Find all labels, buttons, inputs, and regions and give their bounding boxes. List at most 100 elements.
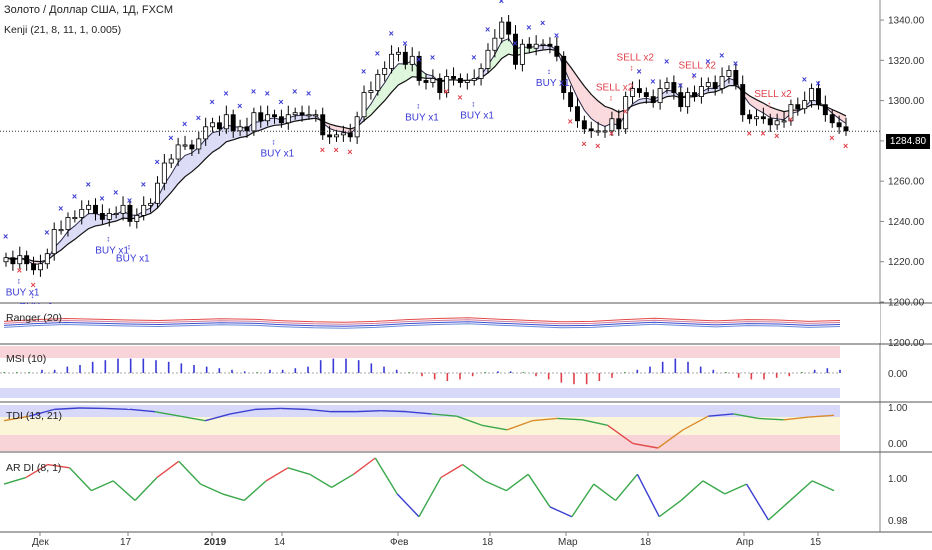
ardi-segment (593, 483, 616, 501)
candle (540, 43, 546, 46)
candle (327, 134, 333, 138)
msi-bar (801, 372, 803, 373)
candle (437, 78, 443, 93)
tdi-segment (104, 407, 130, 411)
time-tick-label: 17 (120, 537, 132, 548)
trend-x-marker: × (278, 97, 283, 107)
ardi-segment (615, 473, 638, 501)
trend-x-marker: × (320, 145, 325, 155)
candle (843, 126, 849, 132)
msi-bar (547, 373, 550, 380)
candle (210, 122, 216, 128)
trend-x-marker: × (31, 280, 36, 290)
candle (575, 106, 580, 122)
candle (836, 122, 842, 128)
kenji-cloud-segment (598, 100, 606, 127)
candle (58, 229, 64, 232)
ardi-segment (69, 467, 92, 492)
kenji-cloud-segment (88, 213, 96, 229)
ardi-segment (724, 483, 747, 495)
trend-x-marker: × (457, 92, 462, 102)
candle (554, 45, 560, 57)
price-tick-label: 1220.00 (888, 257, 925, 268)
candle (568, 92, 574, 108)
trend-x-marker: × (430, 52, 435, 62)
trend-x-marker: × (389, 28, 394, 38)
candle (526, 43, 532, 49)
trend-x-marker: × (196, 113, 201, 123)
tdi-segment (230, 408, 256, 415)
candle (561, 55, 567, 93)
time-tick-label: 18 (640, 537, 652, 548)
candle (320, 114, 326, 136)
candle (120, 204, 126, 214)
sell-signal-arrow: ↕ (609, 94, 613, 103)
msi-bar (104, 360, 107, 373)
ardi-segment (789, 480, 813, 501)
candle (389, 53, 395, 69)
tdi-mid-zone (0, 417, 840, 435)
candle (485, 49, 491, 69)
time-tick-label: Дек (32, 537, 49, 548)
tdi-tick-label: 0.00 (888, 439, 908, 450)
trend-x-marker: × (664, 56, 669, 66)
buy-signal-arrow: ↕ (127, 242, 131, 251)
tdi-segment (783, 416, 809, 421)
msi-bar (370, 363, 373, 373)
kenji-cloud-segment (501, 38, 509, 59)
tdi-segment (179, 415, 206, 422)
msi-bar (636, 369, 639, 373)
msi-bar (28, 372, 31, 373)
msi-bar (560, 373, 563, 383)
candle (788, 104, 794, 122)
msi-bar (205, 366, 208, 373)
trend-x-marker: × (416, 54, 421, 64)
kenji-cloud-segment (384, 71, 392, 101)
msi-bar (15, 372, 18, 373)
ardi-segment (658, 499, 682, 518)
candle (781, 120, 787, 123)
ardi-segment (156, 460, 180, 479)
candle (182, 144, 188, 147)
candle (306, 114, 312, 117)
kenji-cloud-segment (584, 86, 592, 119)
tdi-segment (481, 424, 508, 431)
sell-signal-label: SELL x2 (679, 61, 717, 72)
tdi-segment (733, 413, 759, 420)
candle (313, 114, 319, 117)
msi-bar (408, 372, 411, 373)
candle (79, 208, 85, 218)
candle (361, 92, 367, 118)
candle (31, 263, 37, 271)
candle (692, 92, 697, 97)
buy-signal-label: BUY x1 (116, 253, 150, 264)
time-tick-label: 18 (482, 537, 494, 548)
kenji-cloud-segment (178, 155, 186, 184)
price-tick-label: 1300.00 (888, 96, 925, 107)
msi-lower-zone (0, 388, 840, 398)
msi-bar (813, 369, 816, 373)
buy-signal-label: BUY x1 (6, 288, 40, 299)
candle (347, 132, 353, 138)
trend-x-marker: × (306, 89, 311, 99)
candle (499, 21, 505, 39)
kenji-cloud-segment (398, 63, 406, 85)
candle (657, 88, 663, 104)
candle (802, 100, 808, 110)
candle (51, 229, 57, 255)
price-tick-label: 1200.00 (888, 298, 925, 309)
kenji-cloud-segment (377, 82, 385, 108)
candle (747, 114, 753, 120)
msi-bar (345, 358, 347, 373)
msi-bar (585, 373, 588, 385)
candle (113, 212, 119, 215)
ardi-segment (200, 483, 223, 495)
tdi-segment (657, 429, 684, 449)
msi-bar (649, 366, 651, 373)
trend-x-marker: × (182, 119, 187, 129)
candle (285, 114, 291, 124)
ardi-segment (746, 483, 770, 521)
candle (705, 82, 711, 87)
buy-signal-arrow: ↕ (106, 234, 110, 243)
